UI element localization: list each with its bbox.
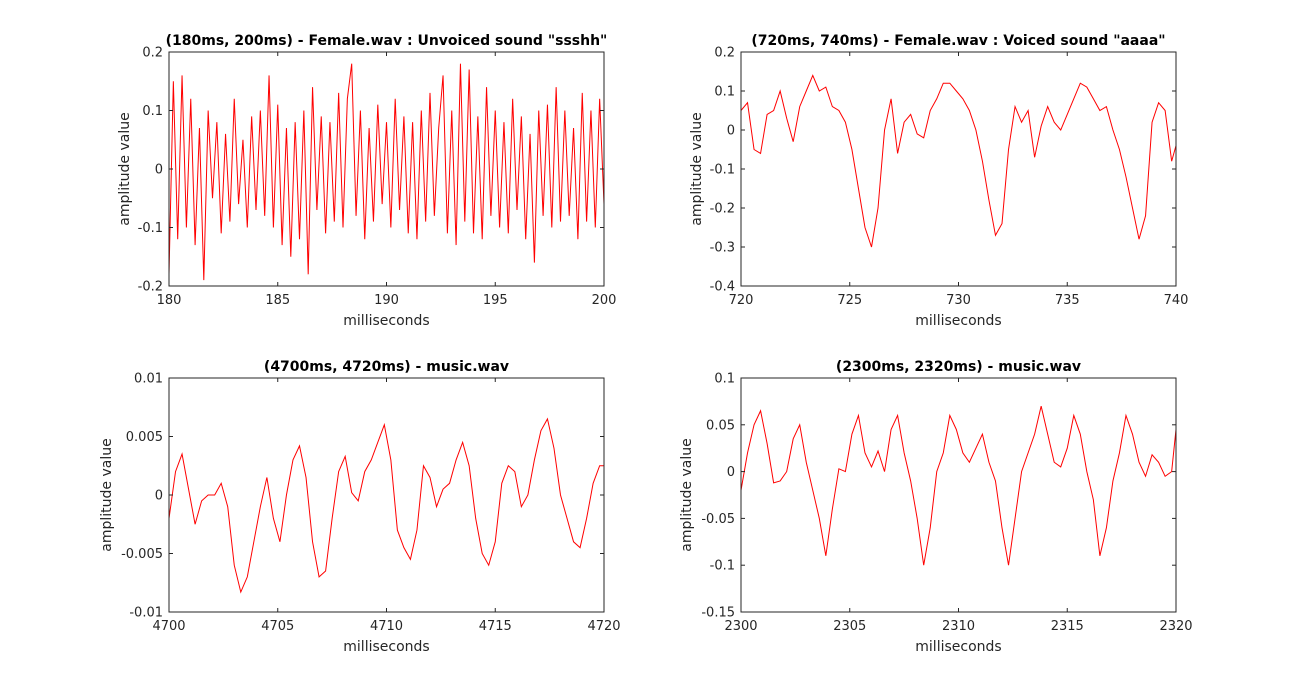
x-axis-label: milliseconds — [915, 639, 1001, 655]
series-line — [740, 405, 1177, 566]
x-tick-label: 2320 — [1159, 619, 1192, 634]
y-tick-label: -0.1 — [710, 163, 735, 178]
chart-title: (4700ms, 4720ms) - music.wav — [264, 359, 509, 375]
y-axis-label: amplitude value — [117, 112, 133, 225]
y-tick-label: -0.3 — [710, 241, 735, 256]
y-tick-label: 0.1 — [142, 104, 163, 119]
y-tick-label: -0.4 — [710, 280, 735, 295]
y-tick-label: 0 — [727, 465, 735, 480]
x-tick-label: 4720 — [587, 619, 620, 634]
y-tick-label: 0 — [155, 489, 163, 504]
subplot-4: 2300 2305 2310 2315 2320 -0.15 -0.1 -0.05 0 0.05 0… — [679, 359, 1193, 655]
y-tick-label: 0.2 — [714, 46, 735, 61]
x-tick-label: 185 — [265, 293, 290, 308]
y-tick-label: 0.01 — [134, 372, 163, 387]
x-tick-label: 730 — [946, 293, 971, 308]
y-tick-label: 0.1 — [714, 372, 735, 387]
y-axis-label: amplitude value — [99, 438, 115, 551]
y-tick-label: -0.05 — [701, 512, 735, 527]
x-tick-label: 740 — [1164, 293, 1189, 308]
y-tick-label: 0.2 — [142, 46, 163, 61]
y-tick-label: 0 — [155, 163, 163, 178]
subplot-2: 720 725 730 735 740 -0.4 -0.3 -0.2 -0.1 0 0.1 0.2 (7… — [689, 33, 1188, 329]
y-tick-label: -0.2 — [138, 280, 163, 295]
x-axis-label: milliseconds — [915, 313, 1001, 329]
y-tick-label: 0.1 — [714, 85, 735, 100]
x-axis-label: milliseconds — [343, 639, 429, 655]
x-tick-label: 4700 — [152, 619, 185, 634]
plot-area — [169, 52, 604, 286]
x-tick-label: 4710 — [370, 619, 403, 634]
series-line — [740, 74, 1177, 248]
y-tick-label: -0.2 — [710, 202, 735, 217]
x-tick-label: 2315 — [1051, 619, 1084, 634]
subplot-1: 180 185 190 195 200 -0.2 -0.1 0 0.1 0.2(180ms, 20… — [117, 33, 616, 329]
x-tick-label: 2310 — [942, 619, 975, 634]
x-tick-label: 180 — [157, 293, 182, 308]
x-tick-label: 4715 — [479, 619, 512, 634]
y-axis-label: amplitude value — [679, 438, 695, 551]
y-tick-label: 0.005 — [126, 430, 163, 445]
y-tick-label: 0.05 — [706, 418, 735, 433]
x-axis-label: milliseconds — [343, 313, 429, 329]
y-tick-label: -0.005 — [121, 547, 163, 562]
plot-area — [169, 378, 604, 612]
y-tick-label: 0 — [727, 124, 735, 139]
x-tick-label: 2300 — [724, 619, 757, 634]
chart-title: (180ms, 200ms) - Female.wav : Unvoiced s… — [166, 33, 608, 49]
x-tick-label: 2305 — [833, 619, 866, 634]
x-tick-label: 720 — [729, 293, 754, 308]
y-axis-label: amplitude value — [689, 112, 705, 225]
y-tick-label: -0.1 — [710, 559, 735, 574]
x-tick-label: 190 — [374, 293, 399, 308]
x-tick-label: 4705 — [261, 619, 294, 634]
chart-title: (2300ms, 2320ms) - music.wav — [836, 359, 1081, 375]
x-tick-label: 195 — [483, 293, 508, 308]
plot-area — [741, 52, 1176, 286]
chart-title: (720ms, 740ms) - Female.wav : Voiced sou… — [751, 33, 1165, 49]
y-tick-label: -0.15 — [701, 606, 735, 621]
series-line — [168, 417, 604, 594]
y-tick-label: -0.1 — [138, 221, 163, 236]
subplot-3: 4700 4705 4710 4715 4720 -0.01 -0.005 0 0.005 0.0… — [99, 359, 621, 655]
x-tick-label: 725 — [837, 293, 862, 308]
y-tick-label: -0.01 — [129, 606, 163, 621]
x-tick-label: 200 — [592, 293, 617, 308]
x-tick-label: 735 — [1055, 293, 1080, 308]
series-line — [168, 63, 605, 281]
